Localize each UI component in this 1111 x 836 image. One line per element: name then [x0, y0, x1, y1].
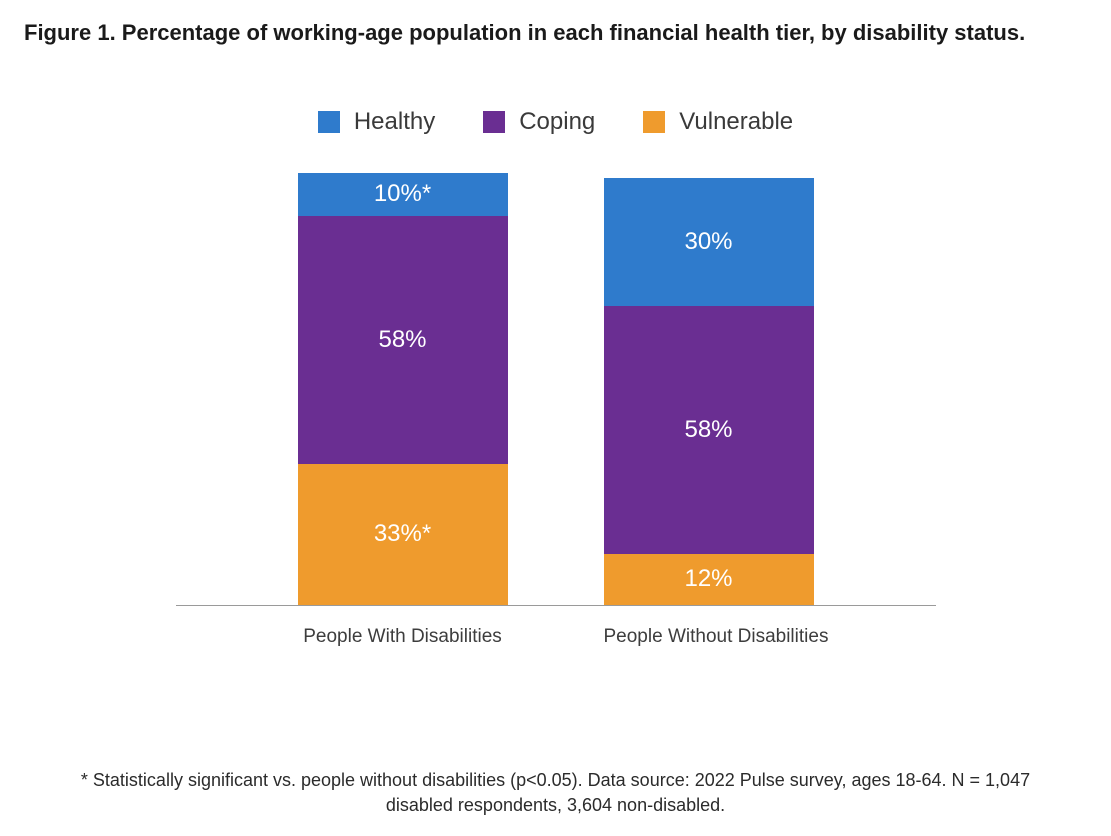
segment-vulnerable: 12% — [604, 554, 814, 605]
legend-label-vulnerable: Vulnerable — [679, 108, 793, 136]
legend-swatch-coping — [483, 111, 505, 133]
legend-swatch-vulnerable — [643, 111, 665, 133]
x-label: People With Disabilities — [298, 626, 508, 648]
legend-item-vulnerable: Vulnerable — [643, 108, 793, 136]
bar-with-disabilities: 10%* 58% 33%* — [298, 173, 508, 605]
segment-healthy: 10%* — [298, 173, 508, 216]
legend-swatch-healthy — [318, 111, 340, 133]
legend-item-coping: Coping — [483, 108, 595, 136]
stacked-bar: 30% 58% 12% — [604, 178, 814, 605]
segment-vulnerable: 33%* — [298, 464, 508, 605]
data-label: 58% — [378, 328, 426, 352]
segment-coping: 58% — [298, 216, 508, 464]
segment-healthy: 30% — [604, 178, 814, 306]
data-label: 10%* — [374, 182, 431, 206]
data-label: 33%* — [374, 522, 431, 546]
chart-legend: Healthy Coping Vulnerable — [24, 108, 1087, 136]
x-axis-labels: People With Disabilities People Without … — [176, 626, 936, 648]
figure-footnote: * Statistically significant vs. people w… — [0, 768, 1111, 818]
legend-item-healthy: Healthy — [318, 108, 435, 136]
segment-coping: 58% — [604, 306, 814, 554]
bars-row: 10%* 58% 33%* 30% 58% — [176, 174, 936, 606]
legend-label-healthy: Healthy — [354, 108, 435, 136]
figure-container: Figure 1. Percentage of working-age popu… — [0, 0, 1111, 836]
stacked-bar: 10%* 58% 33%* — [298, 173, 508, 605]
figure-title: Figure 1. Percentage of working-age popu… — [24, 18, 1087, 48]
x-label: People Without Disabilities — [604, 626, 814, 648]
legend-label-coping: Coping — [519, 108, 595, 136]
bar-without-disabilities: 30% 58% 12% — [604, 178, 814, 605]
data-label: 58% — [684, 418, 732, 442]
data-label: 12% — [684, 567, 732, 591]
chart-area: 10%* 58% 33%* 30% 58% — [176, 174, 936, 648]
data-label: 30% — [684, 230, 732, 254]
